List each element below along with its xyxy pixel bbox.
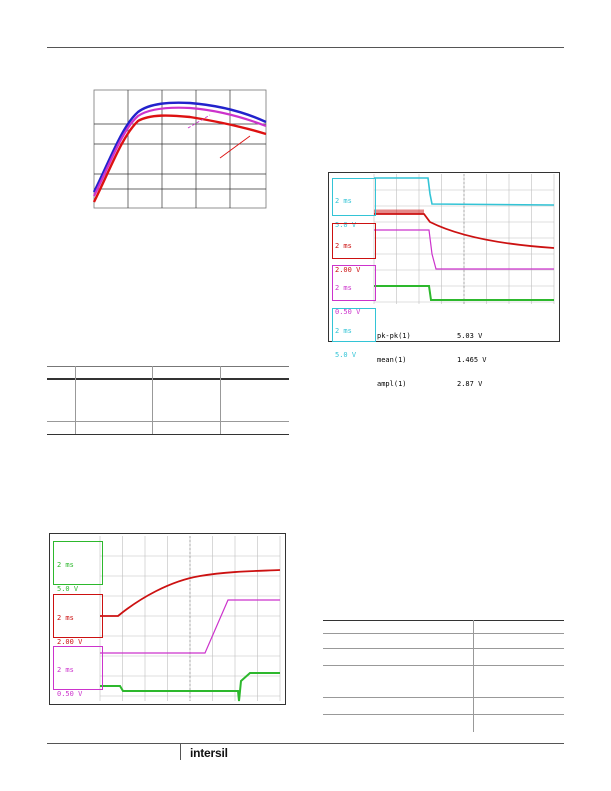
ch3-timebase: 2 ms [57, 666, 74, 674]
measurement-row: mean(1) 1.465 V [377, 356, 487, 364]
measurement-row: pk-pk(1) 5.03 V [377, 332, 483, 340]
ch2-timebase: 2 ms [57, 614, 74, 622]
scope-bottom-ch-box-4: 2 ms 5.0 V [53, 541, 103, 593]
curve-magenta [93, 106, 267, 197]
ch4-volts: 5.0 V [335, 351, 357, 359]
ch4-timebase: 2 ms [335, 327, 352, 335]
scope-top-ch-box-2: 2 ms 2.00 V [332, 223, 376, 274]
footer-divider [180, 744, 181, 760]
annotation-arrow-magenta [187, 114, 211, 129]
ch1-volts: 5.0 V [335, 221, 357, 229]
intersil-logo: intersil [190, 746, 228, 760]
trace-cyan [374, 177, 555, 206]
ch2-volts: 2.00 V [335, 266, 361, 274]
scope-bottom: 2 ms 5.0 V 2 ms 2.00 V 2 ms 0.50 V [49, 533, 286, 705]
trace-red [100, 569, 281, 617]
ch1-timebase: 2 ms [335, 197, 352, 205]
scope-bottom-grid [99, 536, 281, 702]
scope-top-grid [373, 174, 555, 304]
scope-top-ch-box-4: 2 ms 5.0 V [332, 308, 376, 359]
curve-blue [92, 101, 267, 193]
efficiency-graph [92, 89, 267, 209]
scope-top: 2 ms 5.0 V 2 ms 2.00 V 2 ms 0.50 V 2 ms … [328, 172, 560, 388]
ch4-volts: 5.0 V [57, 585, 79, 593]
ch3-timebase: 2 ms [335, 284, 352, 292]
trace-red [374, 213, 555, 249]
trace-green [374, 285, 554, 301]
header-rule [47, 47, 564, 48]
scope-top-ch-box-1: 2 ms 5.0 V [332, 178, 376, 229]
ch3-volts: 0.50 V [335, 308, 361, 316]
scope-top-ch-box-3: 2 ms 0.50 V [332, 265, 376, 316]
scope-top-measurements: pk-pk(1) 5.03 V mean(1) 1.465 V ampl(1) 2.8… [377, 316, 557, 404]
curve-red [92, 114, 267, 203]
measurement-row: ampl(1) 2.87 V [377, 380, 483, 388]
ch4-timebase: 2 ms [57, 561, 74, 569]
trace-green [100, 672, 280, 702]
annotation-arrow-red [219, 135, 251, 159]
trace-magenta [374, 229, 554, 270]
footer-rule [47, 743, 564, 744]
ch2-timebase: 2 ms [335, 242, 352, 250]
scope-bottom-ch-box-2: 2 ms 2.00 V [53, 594, 103, 646]
ch2-volts: 2.00 V [57, 638, 83, 646]
trace-magenta [100, 599, 280, 654]
scope-bottom-ch-box-3: 2 ms 0.50 V [53, 646, 103, 698]
ch3-volts: 0.50 V [57, 690, 83, 698]
